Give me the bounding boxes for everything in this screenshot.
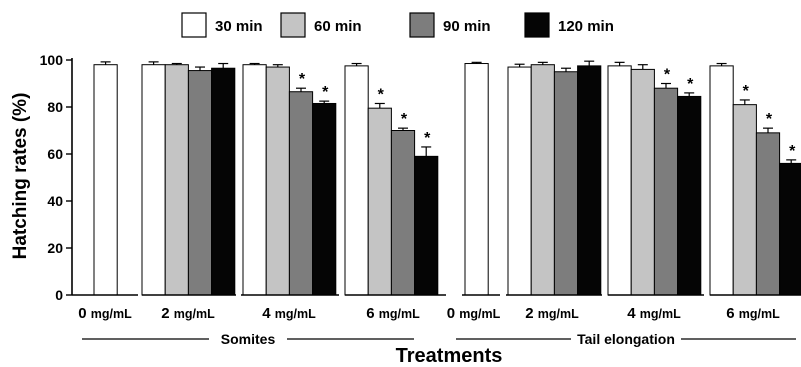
legend-label-4: 120 min (558, 18, 614, 35)
significance-marker: * (424, 130, 431, 147)
significance-marker: * (743, 83, 750, 100)
bar (265, 66, 290, 296)
x-category-label: 6 mg/mL (366, 305, 420, 322)
x-category-label: 4 mg/mL (627, 305, 681, 322)
bar (607, 65, 632, 296)
y-tick-label: 0 (55, 287, 63, 303)
y-tick-label: 60 (47, 146, 63, 162)
legend: 30 min 60 min 90 min 120 min (181, 12, 614, 38)
bar (344, 65, 369, 296)
bar (577, 65, 602, 296)
y-axis-label: Hatching rates (%) (10, 93, 31, 260)
significance-marker: * (401, 111, 408, 128)
bars: * * * * * * * * * * (93, 60, 801, 296)
legend-label-1: 30 min (215, 18, 263, 35)
significance-marker: * (789, 143, 796, 160)
bar (630, 68, 655, 296)
y-tick-label: 100 (40, 52, 64, 68)
legend-swatch-2 (280, 12, 306, 38)
y-tick-label: 80 (47, 99, 63, 115)
bar (755, 132, 781, 296)
x-category-label: 6 mg/mL (726, 305, 780, 322)
x-axis: 0 mg/mL 2 mg/mL 4 mg/mL 6 mg/mL 0 mg/mL 2 mg/… (72, 294, 801, 347)
x-category-label: 2 mg/mL (161, 305, 215, 322)
bar (141, 64, 166, 296)
bar (242, 64, 267, 296)
legend-swatch-4 (524, 12, 550, 38)
legend-label-3: 90 min (443, 18, 491, 35)
x-category-label: 0 mg/mL (447, 305, 501, 322)
bar (414, 155, 439, 296)
bar (732, 104, 757, 296)
significance-marker: * (322, 84, 329, 101)
bar (312, 102, 337, 296)
group-label: Somites (221, 331, 276, 347)
significance-marker: * (766, 111, 773, 128)
bar (93, 64, 118, 296)
legend-swatch-3 (409, 12, 435, 38)
y-tick-label: 20 (47, 240, 63, 256)
bar (553, 71, 579, 296)
bar (653, 87, 679, 296)
bar (187, 70, 213, 296)
y-tick-label: 40 (47, 193, 63, 209)
significance-marker: * (664, 67, 671, 84)
legend-swatch-1 (181, 12, 207, 38)
group-label: Tail elongation (577, 331, 675, 347)
bar (211, 67, 236, 296)
y-axis: 0 20 40 60 80 100 (40, 52, 73, 303)
x-category-label: 2 mg/mL (525, 305, 579, 322)
x-category-label: 4 mg/mL (262, 305, 316, 322)
bar (288, 91, 314, 296)
bar (164, 64, 189, 296)
bar (390, 130, 416, 296)
x-axis-label: Treatments (396, 345, 503, 367)
legend-label-2: 60 min (314, 18, 362, 35)
significance-marker: * (299, 71, 306, 88)
significance-marker: * (687, 76, 694, 93)
bar (709, 65, 734, 296)
bar (779, 162, 801, 296)
bar (367, 107, 392, 296)
bar (507, 66, 532, 296)
bar (677, 95, 702, 296)
x-category-label: 0 mg/mL (78, 305, 132, 322)
significance-marker: * (378, 86, 385, 103)
bar (530, 64, 555, 296)
bar (464, 63, 489, 296)
